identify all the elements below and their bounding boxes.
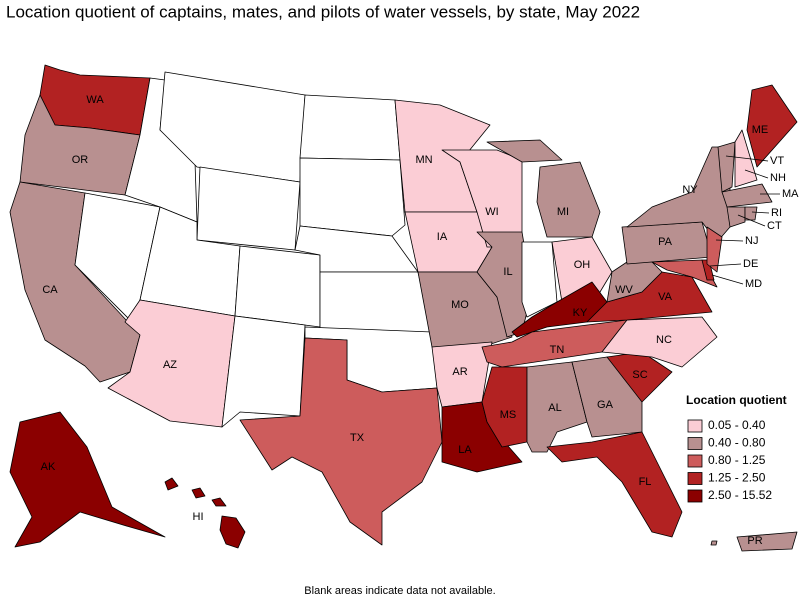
state-label: PR: [747, 535, 762, 547]
legend-swatch: [687, 437, 703, 450]
legend-title: Location quotient: [686, 393, 787, 407]
legend-swatch: [687, 454, 703, 468]
state-label: CT: [767, 220, 782, 232]
state-shape: [221, 315, 306, 428]
state-shape: [219, 515, 246, 549]
state-shape: [706, 226, 723, 273]
state-label: WV: [615, 284, 633, 296]
callout-line: [744, 169, 769, 179]
state-shape: [299, 94, 401, 161]
state-label: CA: [42, 284, 58, 296]
callout-line: [725, 155, 769, 162]
state-label: TX: [350, 432, 365, 444]
state-shape: [9, 411, 166, 548]
state-label: NC: [656, 334, 672, 346]
state-shape: [744, 206, 758, 221]
state-label: SC: [632, 369, 647, 381]
state-shape: [521, 241, 558, 318]
state-label: IA: [437, 231, 448, 243]
state-label: GA: [597, 399, 614, 411]
state-label: OR: [72, 154, 89, 166]
state-label: MD: [745, 278, 762, 290]
state-label: DE: [743, 258, 758, 270]
state-shape: [746, 84, 798, 168]
state-label: VT: [770, 155, 784, 167]
states: [9, 64, 798, 552]
legend-label: 0.80 - 1.25: [708, 453, 766, 467]
legend-swatch: [687, 419, 703, 433]
state-shape: [164, 477, 179, 491]
legend: Location quotient 0.05 - 0.40 0.40 - 0.80…: [686, 393, 787, 503]
state-label: WI: [485, 206, 498, 218]
state-shape: [551, 236, 613, 303]
state-shape: [319, 271, 433, 333]
callout-line: [715, 239, 744, 242]
state-shape: [486, 139, 563, 163]
state-label: LA: [458, 444, 472, 456]
legend-label: 0.40 - 0.80: [708, 436, 766, 450]
state-label: VA: [658, 291, 673, 303]
state-shape: [191, 487, 206, 499]
state-label: NH: [770, 172, 786, 184]
state-shape: [196, 166, 301, 251]
state-label: AR: [452, 366, 467, 378]
state-label: MI: [557, 206, 569, 218]
state-label: NJ: [745, 235, 758, 247]
state-label: WA: [86, 94, 104, 106]
callout-line: [751, 211, 770, 214]
state-label: TN: [550, 344, 565, 356]
state-shape: [211, 497, 227, 507]
state-shape: [710, 540, 718, 546]
state-label: ME: [752, 124, 769, 136]
state-label: OH: [574, 259, 591, 271]
state-shape: [546, 431, 683, 538]
state-label: KY: [573, 307, 588, 319]
map-title: Location quotient of captains, mates, an…: [6, 2, 640, 21]
state-shape: [299, 157, 406, 237]
state-label: MN: [415, 154, 432, 166]
legend-label: 1.25 - 2.50: [708, 471, 766, 485]
state-label: MS: [500, 409, 517, 421]
state-label: PA: [658, 236, 673, 248]
state-shape: [234, 245, 321, 328]
state-label: AK: [41, 461, 56, 473]
state-label: FL: [639, 476, 652, 488]
legend-swatch: [687, 489, 703, 503]
state-shape: [536, 161, 601, 238]
state-label: MO: [451, 299, 469, 311]
state-label: RI: [771, 207, 782, 219]
legend-label: 2.50 - 15.52: [708, 488, 772, 502]
state-label: MA: [782, 188, 799, 200]
state-label: AL: [548, 402, 561, 414]
state-labels: WA OR CA AZ TX MN IA MO AR LA WI IL MI OH KY TN MS AL GA FL…: [41, 94, 800, 547]
legend-label: 0.05 - 0.40: [708, 418, 766, 432]
state-label: IL: [503, 266, 512, 278]
callout-line: [709, 263, 742, 267]
callout-line: [737, 214, 766, 227]
callout-line: [711, 274, 744, 285]
state-label: HI: [193, 511, 204, 523]
legend-swatch: [687, 472, 703, 485]
state-shape: [239, 337, 443, 546]
state-shape: [721, 183, 773, 208]
footnote: Blank areas indicate data not available.: [304, 585, 495, 597]
state-label: AZ: [163, 359, 177, 371]
state-shape: [651, 259, 718, 288]
state-shape: [726, 206, 746, 228]
state-shape: [404, 211, 493, 273]
state-label: NY: [682, 184, 698, 196]
state-shape: [717, 141, 736, 193]
state-shape: [736, 531, 798, 552]
